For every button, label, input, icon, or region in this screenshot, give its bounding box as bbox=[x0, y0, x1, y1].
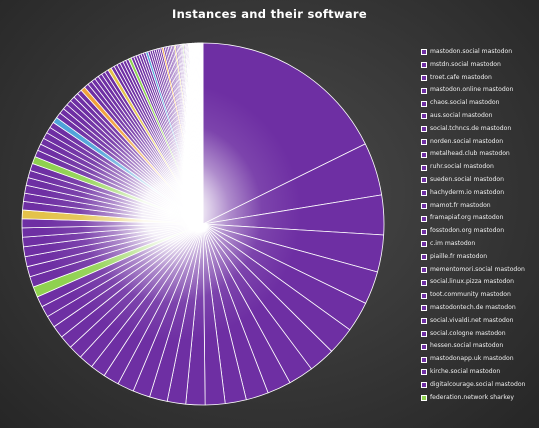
legend: mastodon.social mastodon mstdn.social mas… bbox=[421, 46, 539, 404]
legend-item[interactable]: c.im mastodon bbox=[421, 238, 539, 251]
legend-label: mementomori.social mastodon bbox=[430, 265, 525, 273]
legend-swatch bbox=[421, 228, 427, 235]
legend-item[interactable]: framapiaf.org mastodon bbox=[421, 212, 539, 225]
legend-label: social.vivaldi.net mastodon bbox=[430, 316, 514, 324]
legend-label: framapiaf.org mastodon bbox=[430, 214, 504, 222]
legend-swatch bbox=[421, 49, 427, 56]
legend-item[interactable]: fosstodon.org mastodon bbox=[421, 225, 539, 238]
legend-swatch bbox=[421, 74, 427, 81]
legend-item[interactable]: piaille.fr mastodon bbox=[421, 251, 539, 264]
legend-swatch bbox=[421, 369, 427, 376]
legend-label: social.linux.pizza mastodon bbox=[430, 278, 515, 286]
legend-item[interactable]: social.cologne mastodon bbox=[421, 328, 539, 341]
legend-item[interactable]: sueden.social mastodon bbox=[421, 174, 539, 187]
legend-swatch bbox=[421, 126, 427, 133]
legend-swatch bbox=[421, 382, 427, 389]
legend-swatch bbox=[421, 241, 427, 248]
legend-label: c.im mastodon bbox=[430, 239, 476, 247]
legend-swatch bbox=[421, 343, 427, 350]
legend-swatch bbox=[421, 292, 427, 299]
legend-label: kirche.social mastodon bbox=[430, 367, 501, 375]
legend-swatch bbox=[421, 190, 427, 197]
legend-label: toot.community mastodon bbox=[430, 291, 511, 299]
legend-swatch bbox=[421, 330, 427, 337]
legend-swatch bbox=[421, 202, 427, 209]
legend-swatch bbox=[421, 151, 427, 158]
legend-swatch bbox=[421, 177, 427, 184]
legend-label: mastodontech.de mastodon bbox=[430, 303, 516, 311]
legend-item[interactable]: digitalcourage.social mastodon bbox=[421, 379, 539, 392]
legend-item[interactable]: toot.community mastodon bbox=[421, 289, 539, 302]
legend-swatch bbox=[421, 394, 427, 401]
legend-swatch bbox=[421, 305, 427, 312]
legend-label: mastodon.online mastodon bbox=[430, 86, 514, 94]
center-glow bbox=[41, 82, 301, 342]
legend-item[interactable]: aus.social mastodon bbox=[421, 110, 539, 123]
legend-item[interactable]: mastodon.social mastodon bbox=[421, 46, 539, 59]
legend-item[interactable]: mastodon.online mastodon bbox=[421, 84, 539, 97]
legend-swatch bbox=[421, 113, 427, 120]
legend-label: ruhr.social mastodon bbox=[430, 163, 494, 171]
legend-label: hachyderm.io mastodon bbox=[430, 188, 505, 196]
legend-item[interactable]: chaos.social mastodon bbox=[421, 97, 539, 110]
legend-label: chaos.social mastodon bbox=[430, 99, 500, 107]
chart-title: Instances and their software bbox=[171, 7, 367, 21]
legend-item[interactable]: hachyderm.io mastodon bbox=[421, 187, 539, 200]
legend-item[interactable]: mementomori.social mastodon bbox=[421, 264, 539, 277]
legend-item[interactable]: federation.network sharkey bbox=[421, 392, 539, 405]
legend-swatch bbox=[421, 215, 427, 222]
legend-item[interactable]: mstdn.social mastodon bbox=[421, 59, 539, 72]
legend-item[interactable]: ruhr.social mastodon bbox=[421, 161, 539, 174]
legend-swatch bbox=[421, 279, 427, 286]
legend-swatch bbox=[421, 62, 427, 69]
legend-item[interactable]: social.vivaldi.net mastodon bbox=[421, 315, 539, 328]
legend-label: fosstodon.org mastodon bbox=[430, 227, 505, 235]
legend-label: digitalcourage.social mastodon bbox=[430, 380, 526, 388]
legend-label: aus.social mastodon bbox=[430, 111, 493, 119]
legend-item[interactable]: social.linux.pizza mastodon bbox=[421, 276, 539, 289]
legend-label: metalhead.club mastodon bbox=[430, 150, 510, 158]
legend-swatch bbox=[421, 318, 427, 325]
legend-item[interactable]: metalhead.club mastodon bbox=[421, 148, 539, 161]
legend-label: mastodonapp.uk mastodon bbox=[430, 355, 514, 363]
legend-label: piaille.fr mastodon bbox=[430, 252, 488, 260]
legend-swatch bbox=[421, 266, 427, 273]
legend-item[interactable]: mastodontech.de mastodon bbox=[421, 302, 539, 315]
legend-label: social.tchncs.de mastodon bbox=[430, 124, 512, 132]
legend-swatch bbox=[421, 138, 427, 145]
legend-item[interactable]: kirche.social mastodon bbox=[421, 366, 539, 379]
legend-label: mstdn.social mastodon bbox=[430, 60, 501, 68]
legend-swatch bbox=[421, 356, 427, 363]
legend-item[interactable]: troet.cafe mastodon bbox=[421, 72, 539, 85]
legend-item[interactable]: norden.social mastodon bbox=[421, 136, 539, 149]
legend-label: federation.network sharkey bbox=[430, 393, 514, 401]
legend-swatch bbox=[421, 87, 427, 94]
legend-swatch bbox=[421, 254, 427, 261]
legend-swatch bbox=[421, 164, 427, 171]
legend-item[interactable]: social.tchncs.de mastodon bbox=[421, 123, 539, 136]
legend-swatch bbox=[421, 100, 427, 107]
legend-item[interactable]: mastodonapp.uk mastodon bbox=[421, 353, 539, 366]
legend-label: mastodon.social mastodon bbox=[430, 48, 513, 55]
legend-label: norden.social mastodon bbox=[430, 137, 504, 145]
legend-item[interactable]: hessen.social mastodon bbox=[421, 340, 539, 353]
legend-label: mamot.fr mastodon bbox=[430, 201, 491, 209]
legend-item[interactable]: mamot.fr mastodon bbox=[421, 200, 539, 213]
legend-label: sueden.social mastodon bbox=[430, 175, 504, 183]
legend-label: hessen.social mastodon bbox=[430, 342, 504, 350]
legend-label: social.cologne mastodon bbox=[430, 329, 506, 337]
legend-label: troet.cafe mastodon bbox=[430, 73, 492, 81]
